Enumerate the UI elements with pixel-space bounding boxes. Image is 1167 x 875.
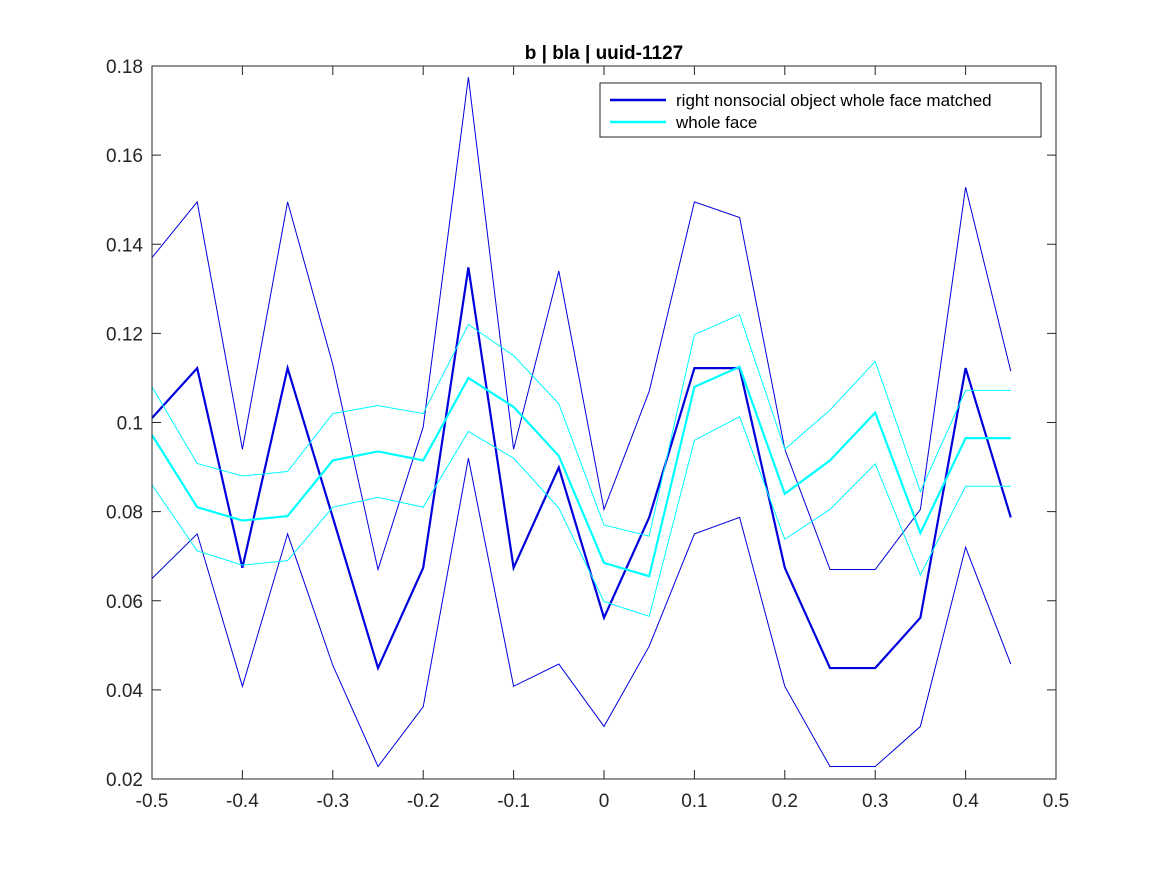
y-tick-label: 0.16 — [106, 146, 143, 167]
series-1-lower-line — [151, 416, 1011, 617]
y-tick-label: 0.04 — [106, 681, 143, 702]
x-tick-label: 0.4 — [952, 791, 979, 812]
y-tick-label: 0.14 — [106, 235, 143, 256]
series-0-mean-line — [151, 267, 1012, 672]
x-tick-label: -0.4 — [226, 791, 259, 812]
x-tick-label: -0.5 — [136, 791, 169, 812]
y-tick-label: 0.06 — [106, 592, 143, 613]
series-0-lower-line — [151, 458, 1012, 768]
y-tick-label: 0.18 — [106, 57, 143, 78]
series-layer — [151, 77, 1012, 768]
x-tick-label: -0.1 — [497, 791, 530, 812]
x-tick-label: 0.2 — [772, 791, 798, 812]
legend: right nonsocial object whole face matche… — [599, 82, 1042, 138]
series-0-upper-line — [151, 77, 1012, 572]
series-1-mean-line — [151, 365, 1011, 578]
legend-label-0: right nonsocial object whole face matche… — [676, 91, 992, 110]
plot-area-background — [152, 66, 1056, 779]
x-tick-label: 0.3 — [862, 791, 888, 812]
x-axis: -0.5 -0.4 -0.3 -0.2 -0.1 0 0.1 0.2 0.3 0.4 0.5 — [136, 66, 1069, 812]
y-axis: 0.02 0.04 0.06 0.08 0.1 0.12 0.14 0.16 0.18 — [106, 57, 1056, 791]
y-tick-label: 0.1 — [117, 414, 143, 435]
y-tick-label: 0.08 — [106, 503, 143, 524]
series-0 — [151, 77, 1012, 768]
x-tick-label: -0.3 — [316, 791, 349, 812]
x-tick-label: 0 — [599, 791, 610, 812]
x-tick-label: 0.1 — [681, 791, 707, 812]
y-tick-label: 0.12 — [106, 324, 143, 345]
series-1 — [151, 313, 1011, 617]
chart-title: b | bla | uuid-1127 — [525, 43, 683, 64]
series-1-upper-line — [151, 313, 1011, 537]
x-tick-label: 0.5 — [1043, 791, 1069, 812]
legend-label-1: whole face — [675, 113, 757, 132]
y-tick-label: 0.02 — [106, 770, 143, 791]
legend-box — [599, 82, 1042, 138]
x-tick-label: -0.2 — [407, 791, 440, 812]
